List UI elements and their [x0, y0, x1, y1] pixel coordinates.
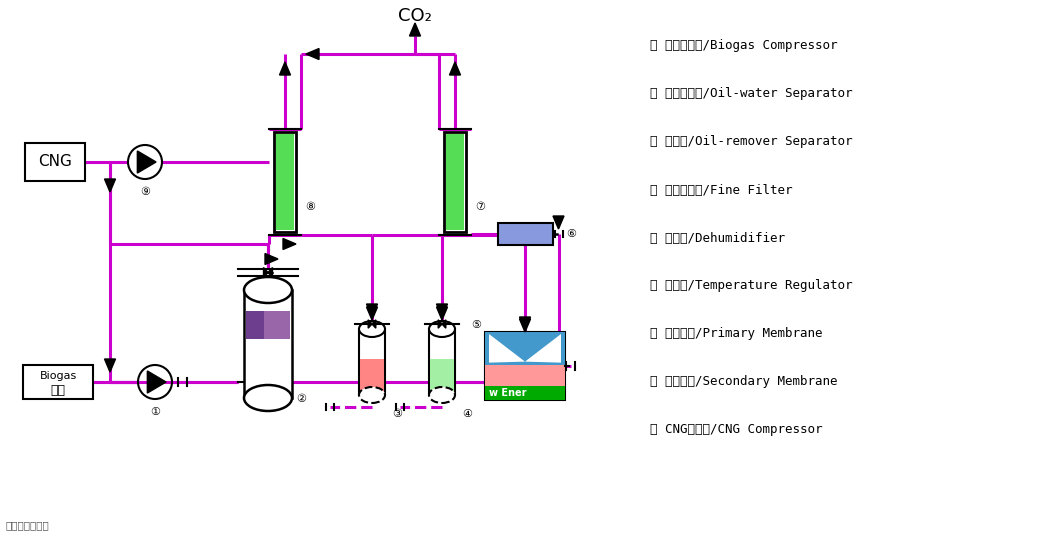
- Polygon shape: [265, 254, 278, 264]
- Ellipse shape: [359, 321, 385, 337]
- Text: ⑤: ⑤: [471, 320, 481, 330]
- Text: ② 油水分离器/Oil-water Separator: ② 油水分离器/Oil-water Separator: [650, 88, 852, 100]
- Bar: [485, 387, 565, 400]
- Polygon shape: [283, 239, 296, 249]
- Bar: [429, 329, 455, 395]
- Text: ⑥ 调湿器/Temperature Regulator: ⑥ 调湿器/Temperature Regulator: [650, 279, 852, 293]
- Ellipse shape: [244, 385, 292, 411]
- Ellipse shape: [244, 277, 292, 303]
- Text: w Ener: w Ener: [489, 388, 527, 398]
- Text: ②: ②: [296, 394, 306, 404]
- Polygon shape: [553, 216, 564, 229]
- Polygon shape: [442, 320, 446, 328]
- Bar: [360, 359, 384, 395]
- Polygon shape: [368, 320, 372, 328]
- Polygon shape: [438, 320, 442, 328]
- Text: CNG: CNG: [38, 154, 72, 169]
- Text: 沼气膜分离系统: 沼气膜分离系统: [5, 520, 49, 530]
- Polygon shape: [280, 62, 290, 75]
- Bar: [430, 359, 454, 395]
- Text: ⑦ 一级膜件/Primary Membrane: ⑦ 一级膜件/Primary Membrane: [650, 327, 823, 341]
- Bar: [246, 311, 290, 339]
- Polygon shape: [437, 307, 447, 320]
- Text: Biogas: Biogas: [39, 371, 76, 381]
- Text: ④: ④: [462, 409, 472, 419]
- Text: ①: ①: [151, 407, 160, 417]
- Polygon shape: [519, 317, 530, 330]
- Polygon shape: [525, 334, 561, 363]
- Text: ⑦: ⑦: [475, 202, 485, 212]
- Polygon shape: [105, 359, 116, 372]
- Bar: [444, 132, 466, 232]
- Bar: [485, 332, 565, 400]
- Polygon shape: [372, 320, 376, 328]
- Text: ⑨ CNG压缩机/CNG Compressor: ⑨ CNG压缩机/CNG Compressor: [650, 423, 823, 436]
- Bar: [359, 329, 385, 395]
- Bar: [485, 332, 565, 365]
- Text: ⑤ 除湿器/Dehumidifier: ⑤ 除湿器/Dehumidifier: [650, 232, 785, 245]
- Polygon shape: [437, 304, 447, 317]
- Text: ⑨: ⑨: [140, 187, 151, 197]
- Polygon shape: [367, 304, 377, 317]
- Ellipse shape: [429, 387, 455, 403]
- Polygon shape: [367, 307, 377, 320]
- Polygon shape: [138, 151, 156, 173]
- Text: 沼气: 沼气: [51, 383, 66, 397]
- Polygon shape: [264, 268, 268, 278]
- Text: ③: ③: [392, 409, 402, 419]
- Ellipse shape: [429, 321, 455, 337]
- Text: ④ 精密过滤器/Fine Filter: ④ 精密过滤器/Fine Filter: [650, 184, 793, 197]
- Bar: [277, 134, 294, 230]
- Text: CO₂: CO₂: [399, 7, 431, 25]
- Polygon shape: [306, 49, 319, 59]
- Bar: [485, 365, 565, 387]
- FancyBboxPatch shape: [25, 143, 85, 181]
- Polygon shape: [147, 371, 166, 393]
- Bar: [446, 134, 464, 230]
- Polygon shape: [268, 268, 272, 278]
- Bar: [273, 132, 296, 232]
- Polygon shape: [105, 179, 116, 192]
- Bar: [23, 365, 93, 399]
- Polygon shape: [519, 319, 530, 332]
- Text: ③ 除油器/Oil-remover Separator: ③ 除油器/Oil-remover Separator: [650, 136, 852, 148]
- Ellipse shape: [359, 387, 385, 403]
- Polygon shape: [449, 62, 460, 75]
- Text: ① 沼气压缩机/Biogas Compressor: ① 沼气压缩机/Biogas Compressor: [650, 40, 837, 52]
- FancyBboxPatch shape: [244, 290, 292, 398]
- Text: ⑧: ⑧: [305, 202, 315, 212]
- Bar: [246, 311, 265, 339]
- Polygon shape: [489, 334, 525, 363]
- Polygon shape: [409, 23, 421, 36]
- Bar: [497, 223, 552, 245]
- Text: ⑧ 二级膜件/Secondary Membrane: ⑧ 二级膜件/Secondary Membrane: [650, 375, 837, 389]
- Text: ⑥: ⑥: [566, 229, 577, 239]
